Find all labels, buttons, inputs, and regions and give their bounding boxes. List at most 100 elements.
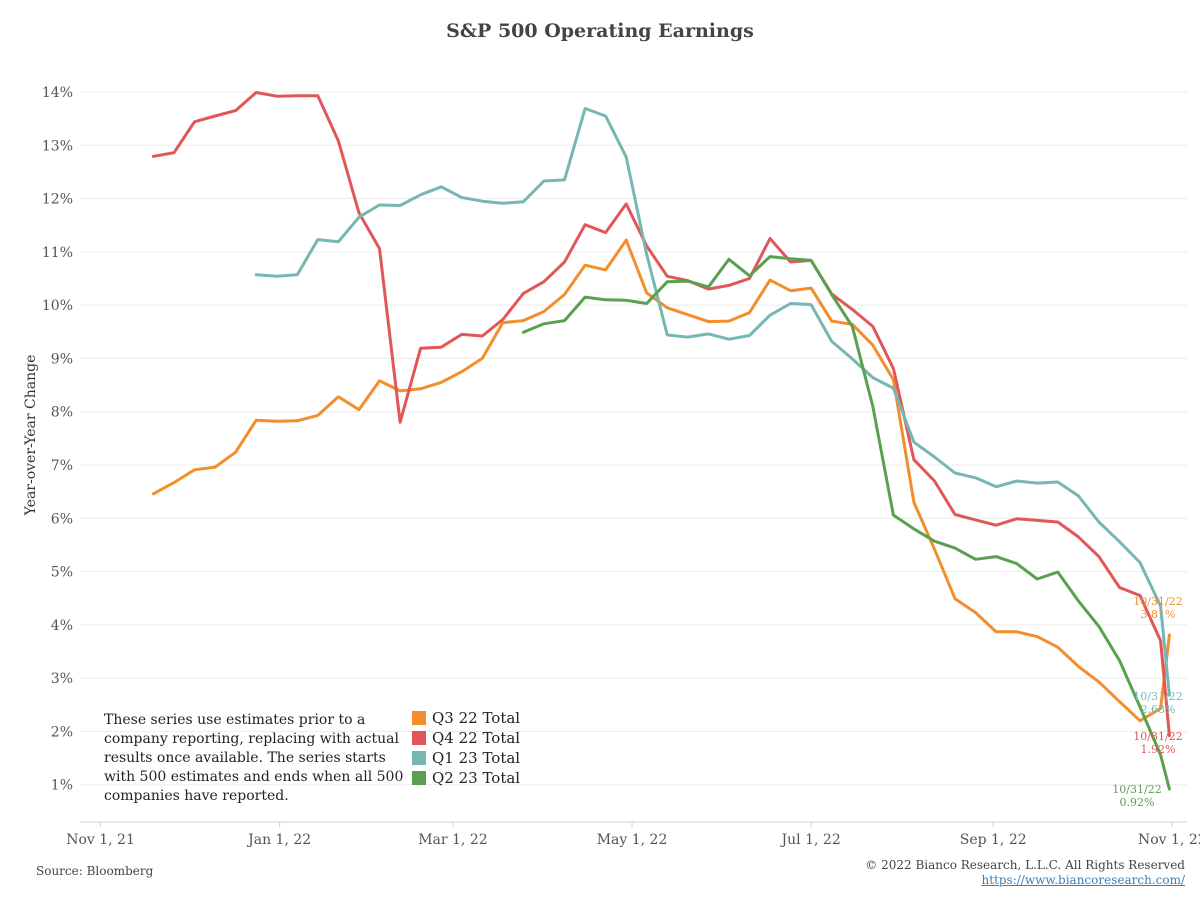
data-point-q3-22-total [543,310,545,313]
data-point-q4-22-total [769,237,771,240]
data-point-q3-22-total [748,311,751,314]
data-point-q4-22-total [543,280,545,283]
data-point-q4-22-total [440,346,442,349]
gridlines [80,91,1187,786]
data-point-q3-22-total [1015,630,1018,633]
data-point-q2-23-total [995,555,997,558]
data-point-q3-22-total [481,357,484,360]
data-point-q4-22-total [995,524,997,526]
data-point-q1-23-total [399,204,401,207]
data-point-q4-22-total [1036,519,1039,522]
data-point-q4-22-total [378,247,381,250]
data-point-q3-22-total [584,264,586,266]
data-point-q3-22-total [460,370,463,373]
data-point-q3-22-total [1057,646,1059,649]
data-point-q3-22-total [666,306,669,309]
data-point-q3-22-total [317,414,319,417]
data-point-q3-22-total [604,269,607,271]
data-point-q3-22-total [625,239,627,241]
data-point-q4-22-total [1168,734,1171,737]
data-point-q1-23-total [275,275,278,278]
data-point-q2-23-total [543,322,545,325]
data-point-q2-23-total [1159,754,1162,756]
legend-item-q4-22[interactable]: Q4 22 Total [412,728,520,748]
data-point-q4-22-total [913,458,915,461]
data-point-q4-22-total [954,513,956,516]
x-tick-label: Jul 1, 22 [780,832,841,848]
data-point-q4-22-total [1159,640,1162,642]
data-point-q2-23-total [604,298,607,301]
data-point-q3-22-total [687,313,689,316]
data-point-q1-23-total [687,336,689,338]
data-point-q3-22-total [419,387,422,390]
data-point-q3-22-total [769,279,771,281]
data-point-q4-22-total [419,347,422,350]
data-point-q2-23-total [1098,625,1100,628]
data-point-q2-23-total [872,405,874,408]
data-point-q3-22-total [337,395,340,398]
data-point-q4-22-total [481,335,484,337]
data-point-q4-22-total [460,333,463,336]
data-point-q1-23-total [296,273,299,276]
data-point-q1-23-total [317,238,319,241]
data-point-q1-23-total [995,486,997,488]
data-point-q1-23-total [584,107,586,110]
data-point-q3-22-total [1139,719,1141,722]
y-tick-label: 1% [51,778,73,794]
x-tick-label: Nov 1, 22 [1138,832,1200,848]
y-axis-label: Year-over-Year Change [23,355,39,517]
data-point-q4-22-total [604,231,607,234]
data-point-q1-23-total [954,472,956,474]
y-tick-label: 8% [51,405,73,421]
data-point-q3-22-total [872,344,874,346]
end-label-value-q4-22-total: 1.92% [1141,743,1176,756]
data-point-q2-23-total [810,259,812,262]
data-point-q4-22-total [502,318,504,321]
data-point-q1-23-total [1159,605,1162,607]
chart-title: S&P 500 Operating Earnings [446,20,754,42]
y-tick-label: 11% [42,245,73,261]
end-label-date-q4-22-total: 10/31/22 [1133,730,1182,743]
data-point-q2-23-total [892,514,895,516]
website-link[interactable]: https://www.biancoresearch.com/ [981,873,1185,887]
data-point-q3-22-total [296,419,299,422]
data-point-q2-23-total [1015,562,1018,565]
y-tick-label: 2% [51,724,73,740]
data-point-q4-22-total [1015,517,1018,520]
end-label-date-q3-22-total: 10/31/22 [1133,595,1182,608]
data-point-q4-22-total [789,261,792,263]
data-point-q3-22-total [1159,707,1162,710]
data-point-q1-23-total [1168,694,1171,696]
data-point-q4-22-total [625,203,627,205]
data-point-q1-23-total [625,156,627,158]
data-point-q1-23-total [974,476,977,479]
y-tick-label: 12% [42,192,73,208]
data-point-q1-23-total [378,204,381,206]
data-point-q3-22-total [830,320,833,322]
data-point-q1-23-total [419,194,422,196]
data-point-q2-23-total [666,280,669,283]
data-point-q2-23-total [748,275,751,277]
legend-item-q1-23[interactable]: Q1 23 Total [412,748,520,768]
data-point-q3-22-total [440,381,442,384]
data-point-q2-23-total [707,286,710,288]
data-point-q2-23-total [625,299,627,302]
data-point-q3-22-total [645,292,648,294]
data-point-q1-23-total [337,240,340,243]
data-point-q4-22-total [851,308,854,311]
data-point-q3-22-total [995,630,997,633]
x-tick-label: May 1, 22 [597,832,668,848]
data-point-q4-22-total [1057,521,1059,523]
legend-label-q3-22: Q3 22 Total [432,709,521,727]
y-tick-label: 7% [51,458,73,474]
data-point-q2-23-total [830,293,833,296]
data-point-q3-22-total [1098,681,1100,683]
data-point-q1-23-total [1098,521,1100,523]
data-point-q3-22-total [255,419,257,422]
legend-item-q2-23[interactable]: Q2 23 Total [412,768,520,788]
legend-item-q3-22[interactable]: Q3 22 Total [412,708,520,728]
legend-label-q1-23: Q1 23 Total [432,749,521,767]
data-point-q4-22-total [1118,586,1121,589]
data-point-q4-22-total [707,288,710,290]
data-point-q2-23-total [933,540,936,542]
